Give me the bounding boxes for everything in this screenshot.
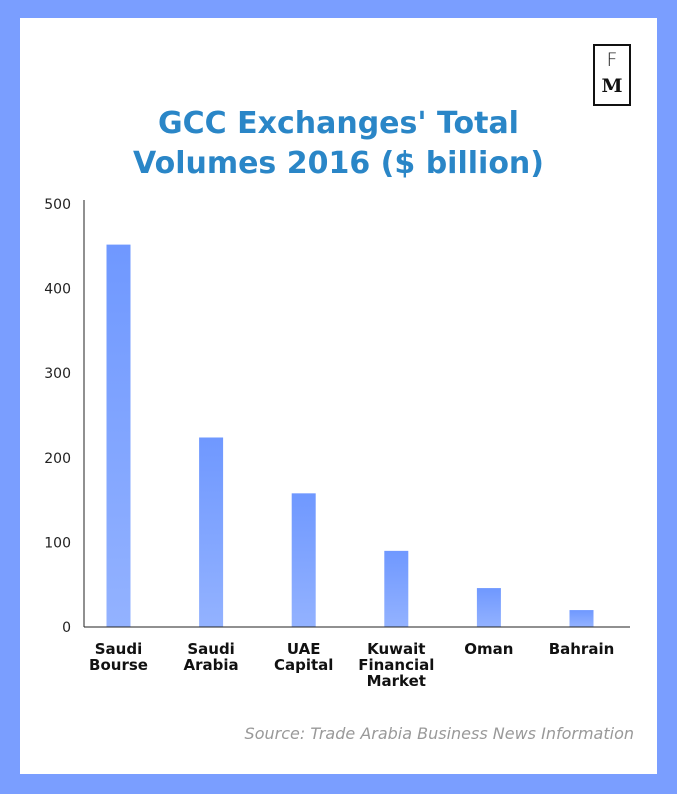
bar	[476, 588, 501, 627]
x-category-label-line: Oman	[464, 640, 513, 658]
x-category-label-line: Kuwait	[367, 640, 425, 658]
logo-top-letter: F	[606, 49, 618, 71]
x-category-label: Saudi Bourse	[89, 640, 148, 674]
y-tick-label: 300	[44, 366, 71, 382]
y-tick-label: 0	[62, 620, 71, 636]
x-category-label: Kuwait Financial Market	[358, 640, 434, 690]
chart-title-line-2: Volumes 2016 ($ billion)	[133, 146, 544, 181]
x-category-label-line: Market	[367, 672, 426, 690]
chart-card: F M GCC Exchanges' Total Volumes 2016 ($…	[20, 18, 657, 774]
x-category-label-line: Bourse	[89, 656, 148, 674]
y-axis-ticks: 0 100 200 300 400 500	[44, 197, 71, 636]
x-category-label: UAE Capital	[274, 640, 333, 674]
x-category-label: Saudi Arabia	[184, 640, 239, 674]
bar	[199, 437, 224, 627]
x-category-label: Oman	[464, 640, 513, 658]
fm-logo: F M	[593, 44, 631, 106]
y-tick-label: 400	[44, 282, 71, 298]
y-tick-label: 100	[44, 535, 71, 551]
x-category-label-line: Financial	[358, 656, 434, 674]
x-category-label-line: UAE	[287, 640, 321, 658]
chart-title-line-1: GCC Exchanges' Total	[158, 106, 519, 141]
x-category-label-line: Arabia	[184, 656, 239, 674]
bar	[569, 610, 594, 627]
source-note: Source: Trade Arabia Business News Infor…	[244, 724, 634, 743]
x-category-label-line: Capital	[274, 656, 333, 674]
bar	[384, 550, 409, 627]
x-category-label-line: Saudi	[95, 640, 142, 658]
y-tick-label: 200	[44, 451, 71, 467]
logo-bottom-letter: M	[601, 75, 623, 97]
chart-title: GCC Exchanges' Total Volumes 2016 ($ bil…	[20, 104, 657, 184]
bars	[106, 244, 594, 627]
x-category-label-line: Bahrain	[549, 640, 615, 658]
y-tick-label: 500	[44, 197, 71, 213]
x-category-label: Bahrain	[549, 640, 615, 658]
x-category-label-line: Saudi	[187, 640, 234, 658]
bar	[106, 244, 131, 627]
bar	[291, 493, 316, 627]
